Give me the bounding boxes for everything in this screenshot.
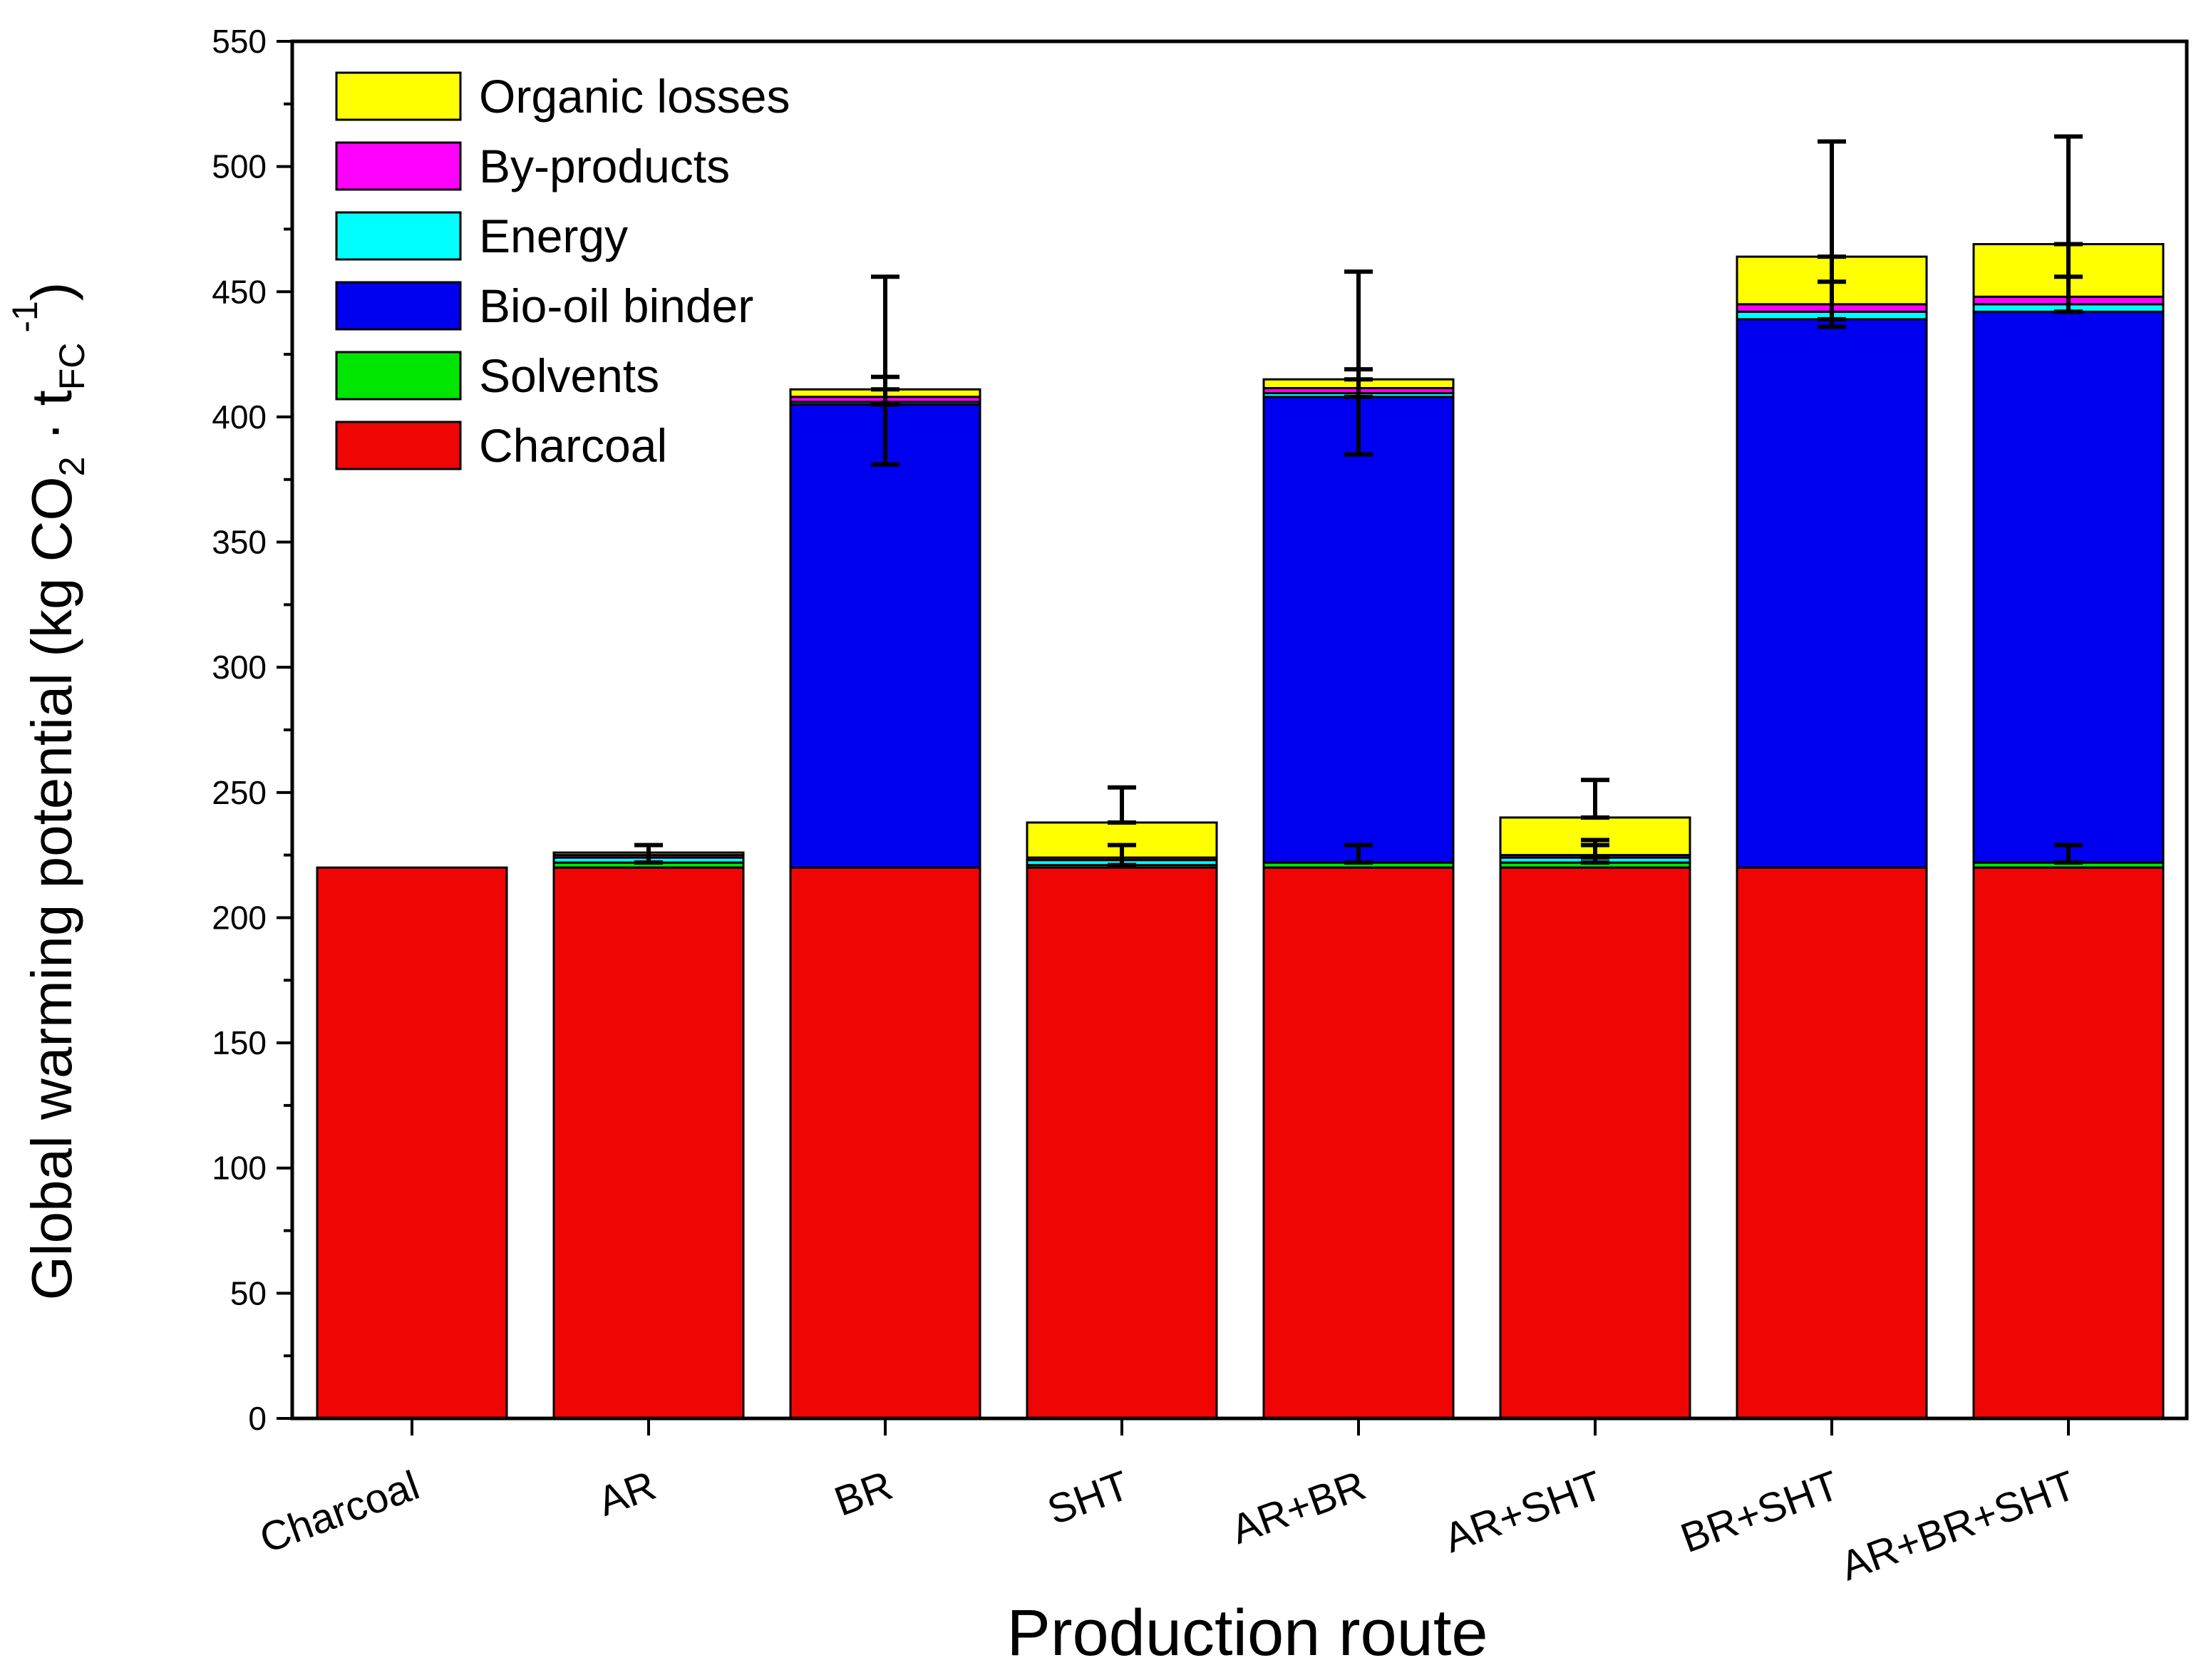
y-title-sup: -1 xyxy=(5,301,45,342)
error-bar-ar-br-solvents xyxy=(1344,842,1373,865)
y-tick-label: 150 xyxy=(212,1024,267,1061)
y-tick-label: 400 xyxy=(212,398,267,436)
bar-sht-charcoal xyxy=(1026,866,1218,1420)
legend-swatch xyxy=(335,351,462,401)
error-bar-ar-sht-total xyxy=(1581,778,1609,820)
bar-br-charcoal xyxy=(789,866,981,1420)
x-tick-label-ar-br: AR+BR xyxy=(1225,1462,1371,1553)
bar-ar-br-charcoal xyxy=(1262,866,1455,1420)
legend-item-energy: Energy xyxy=(335,210,628,262)
legend-item-by-products: By-products xyxy=(335,140,730,192)
bar-ar-sht-charcoal xyxy=(1499,866,1691,1420)
svg-text:Global warming potential (kg C: Global warming potential (kg CO2 · tFC -… xyxy=(5,282,92,1301)
bar-br-sht-charcoal xyxy=(1736,866,1928,1420)
y-title-suffix: ) xyxy=(20,282,83,302)
error-bar-sht-total xyxy=(1108,785,1136,825)
error-bar-ar-solvents xyxy=(634,842,663,865)
y-tick-label: 200 xyxy=(212,899,267,936)
legend: Organic losses By-products Energy Bio-oil b… xyxy=(335,70,790,472)
x-tick-label-ar: AR xyxy=(592,1462,661,1525)
bar-ar-br-sht-bio-oil-binder xyxy=(1972,310,2165,864)
y-tick-label: 300 xyxy=(212,649,267,686)
error-bar-ar-br-sht-solvents xyxy=(2054,842,2083,865)
y-title-mid: · t xyxy=(20,390,83,456)
bar-br-bio-oil-binder xyxy=(789,403,981,869)
y-title-sub2: FC xyxy=(52,343,92,391)
y-axis-title: Global warming potential (kg CO2 · tFC -… xyxy=(5,282,92,1301)
legend-swatch xyxy=(335,141,462,191)
legend-label: Energy xyxy=(479,210,628,262)
legend-swatch xyxy=(335,211,462,261)
legend-label: Bio-oil binder xyxy=(479,279,753,332)
error-bars-layer xyxy=(634,134,2083,867)
legend-swatch xyxy=(335,71,462,121)
x-axis-title: Production route xyxy=(1006,1597,1488,1669)
legend-item-bio-oil-binder: Bio-oil binder xyxy=(335,279,753,332)
bar-charcoal-charcoal xyxy=(316,866,508,1420)
y-tick-label: 350 xyxy=(212,524,267,561)
y-tick-label: 50 xyxy=(230,1274,267,1311)
legend-item-solvents: Solvents xyxy=(335,349,659,402)
y-tick-label: 100 xyxy=(212,1150,267,1187)
x-tick-label-charcoal: Charcoal xyxy=(254,1462,425,1562)
error-bar-ar-br-sht-total xyxy=(2054,134,2083,314)
legend-item-organic-losses: Organic losses xyxy=(335,70,790,123)
error-bar-ar-br-total xyxy=(1344,269,1373,457)
x-tick-label-ar-br-sht: AR+BR+SHT xyxy=(1835,1462,2081,1589)
legend-swatch xyxy=(335,281,462,331)
x-tick-label-br-sht: BR+SHT xyxy=(1675,1462,1845,1562)
y-tick-label: 250 xyxy=(212,774,267,811)
y-tick-label: 0 xyxy=(248,1400,267,1437)
x-tick-label-br: BR xyxy=(828,1462,898,1525)
legend-label: Solvents xyxy=(479,349,659,402)
error-bar-sht-solvents xyxy=(1108,842,1136,867)
y-tick-label: 550 xyxy=(212,23,267,60)
bar-ar-charcoal xyxy=(552,866,745,1420)
y-title-prefix: Global warming potential (kg CO xyxy=(20,476,83,1300)
y-tick-label: 500 xyxy=(212,148,267,185)
bar-ar-br-bio-oil-binder xyxy=(1262,396,1455,864)
x-tick-label-ar-sht: AR+SHT xyxy=(1438,1462,1609,1562)
legend-label: Organic losses xyxy=(479,70,790,123)
legend-label: By-products xyxy=(479,140,730,192)
legend-swatch xyxy=(335,421,462,470)
legend-label: Charcoal xyxy=(479,419,667,472)
error-bar-br-total xyxy=(871,274,900,467)
error-bar-br-sht-total xyxy=(1818,139,1846,329)
bar-br-sht-bio-oil-binder xyxy=(1736,318,1928,869)
legend-item-charcoal: Charcoal xyxy=(335,419,667,472)
x-tick-label-sht: SHT xyxy=(1041,1462,1135,1534)
error-bar-ar-sht-energy xyxy=(1581,838,1609,860)
y-title-sub1: 2 xyxy=(52,457,92,477)
bar-ar-br-sht-charcoal xyxy=(1972,866,2165,1420)
bars-layer xyxy=(316,243,2165,1420)
y-tick-label: 450 xyxy=(212,273,267,310)
